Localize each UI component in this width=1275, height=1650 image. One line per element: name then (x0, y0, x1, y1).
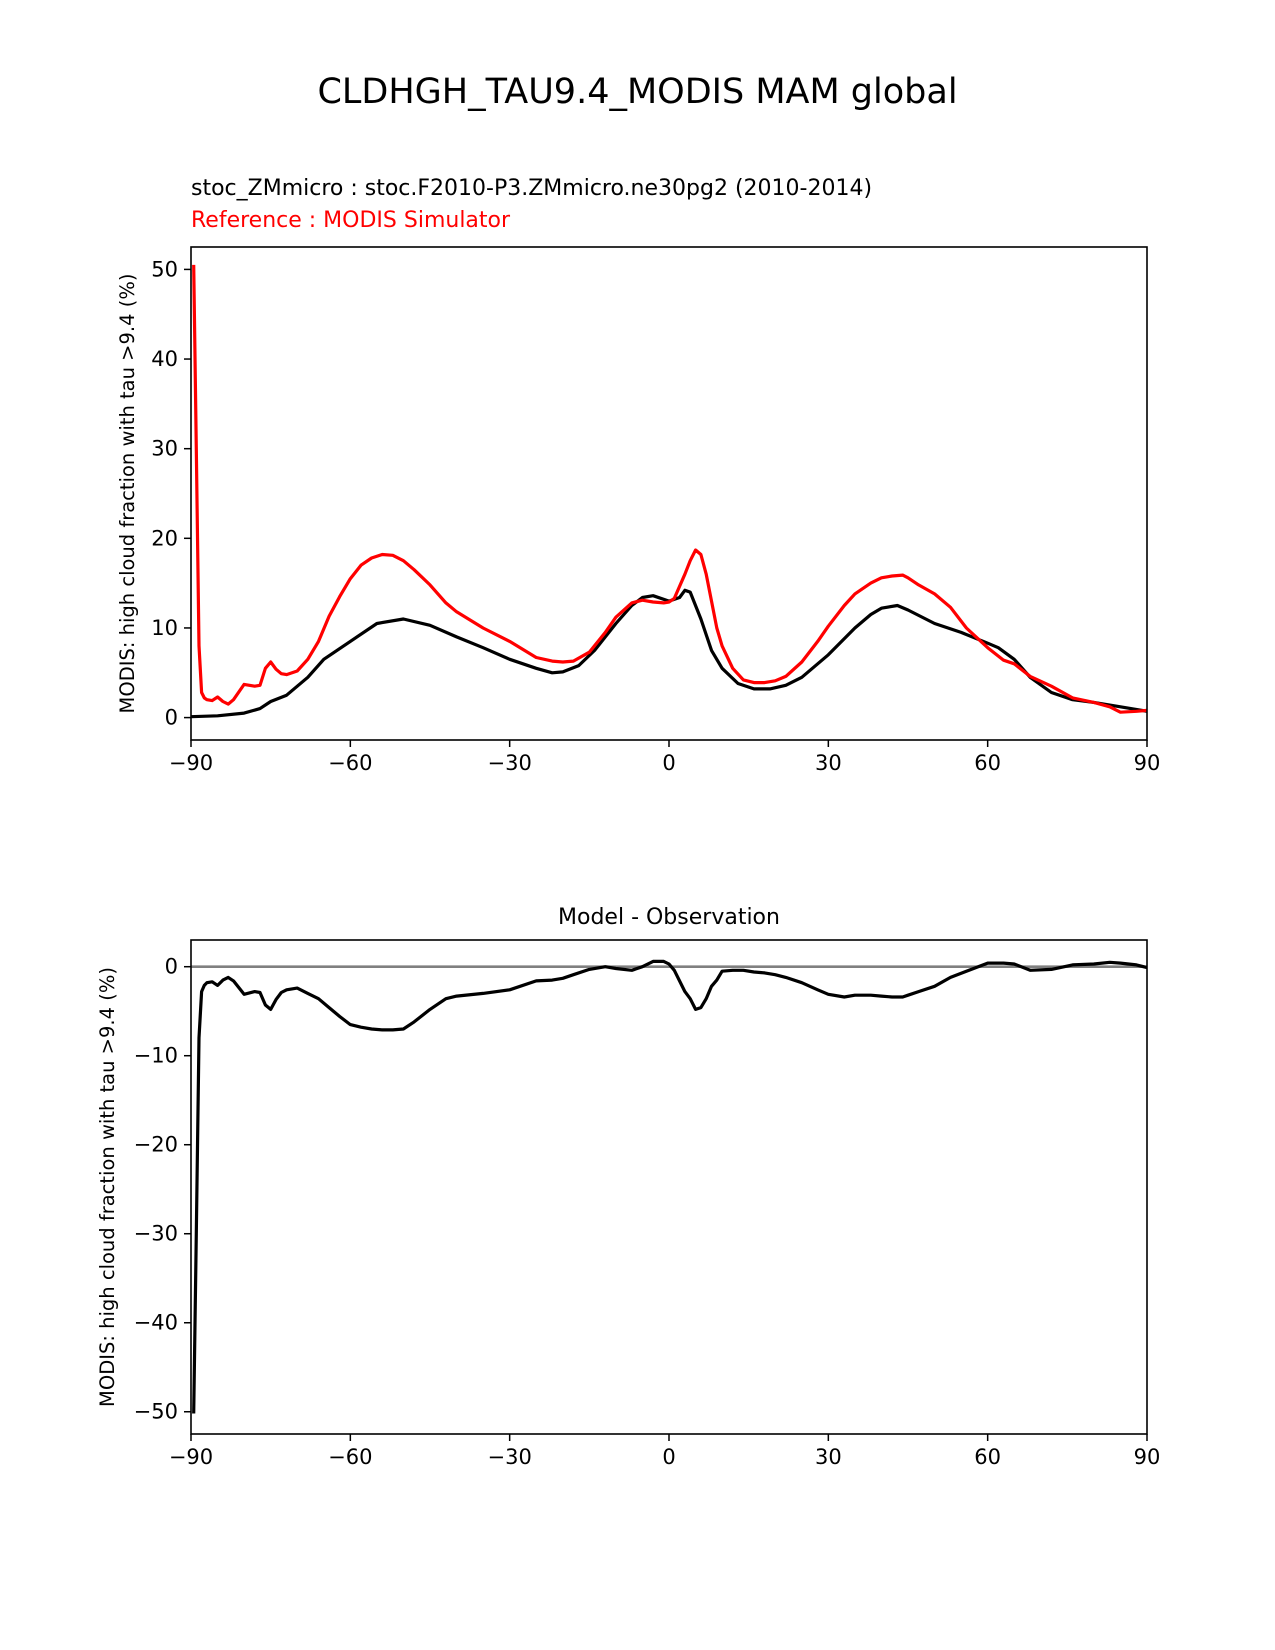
x-tick-label: −90 (169, 751, 213, 775)
x-tick-label: 90 (1134, 751, 1161, 775)
test-series-line (191, 588, 1147, 719)
x-tick-label: 30 (815, 751, 842, 775)
x-tick-label: 0 (662, 751, 675, 775)
y-tick-label: 50 (151, 257, 178, 281)
x-tick-label: 60 (974, 751, 1001, 775)
x-tick-label: 0 (662, 1445, 675, 1469)
y-tick-label: 0 (165, 955, 178, 979)
y-tick-label: 20 (151, 526, 178, 550)
x-tick-label: 30 (815, 1445, 842, 1469)
y-tick-label: 30 (151, 437, 178, 461)
y-tick-label: −20 (134, 1133, 178, 1157)
y-tick-label: 10 (151, 616, 178, 640)
y-tick-label: −10 (134, 1044, 178, 1068)
x-tick-label: −30 (488, 751, 532, 775)
diff-panel-title: Model - Observation (558, 905, 780, 930)
y-tick-label: −40 (134, 1311, 178, 1335)
x-tick-label: −30 (488, 1445, 532, 1469)
x-tick-label: −90 (169, 1445, 213, 1469)
test-case-label: stoc_ZMmicro : stoc.F2010-P3.ZMmicro.ne3… (191, 176, 873, 201)
y-axis-label: MODIS: high cloud fraction with tau >9.4… (116, 274, 139, 714)
reference-label: Reference : MODIS Simulator (191, 208, 511, 233)
y-tick-label: 0 (165, 706, 178, 730)
x-tick-label: 60 (974, 1445, 1001, 1469)
y-tick-label: 40 (151, 347, 178, 371)
y-tick-label: −30 (134, 1222, 178, 1246)
reference-series-line (192, 264, 1147, 714)
y-axis-label: MODIS: high cloud fraction with tau >9.4… (96, 967, 119, 1407)
test-series-line (192, 959, 1147, 1414)
x-tick-label: 90 (1134, 1445, 1161, 1469)
x-tick-label: −60 (328, 1445, 372, 1469)
x-tick-label: −60 (328, 751, 372, 775)
climatology-chart: −90 −60 −30 0 30 60 90 0 10 20 30 40 50 MODIS: high c… (116, 246, 1161, 775)
figure-title: CLDHGH_TAU9.4_MODIS MAM global (317, 72, 958, 112)
y-tick-label: −50 (134, 1400, 178, 1424)
